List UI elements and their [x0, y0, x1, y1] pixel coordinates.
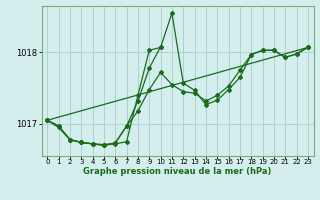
X-axis label: Graphe pression niveau de la mer (hPa): Graphe pression niveau de la mer (hPa) [84, 167, 272, 176]
